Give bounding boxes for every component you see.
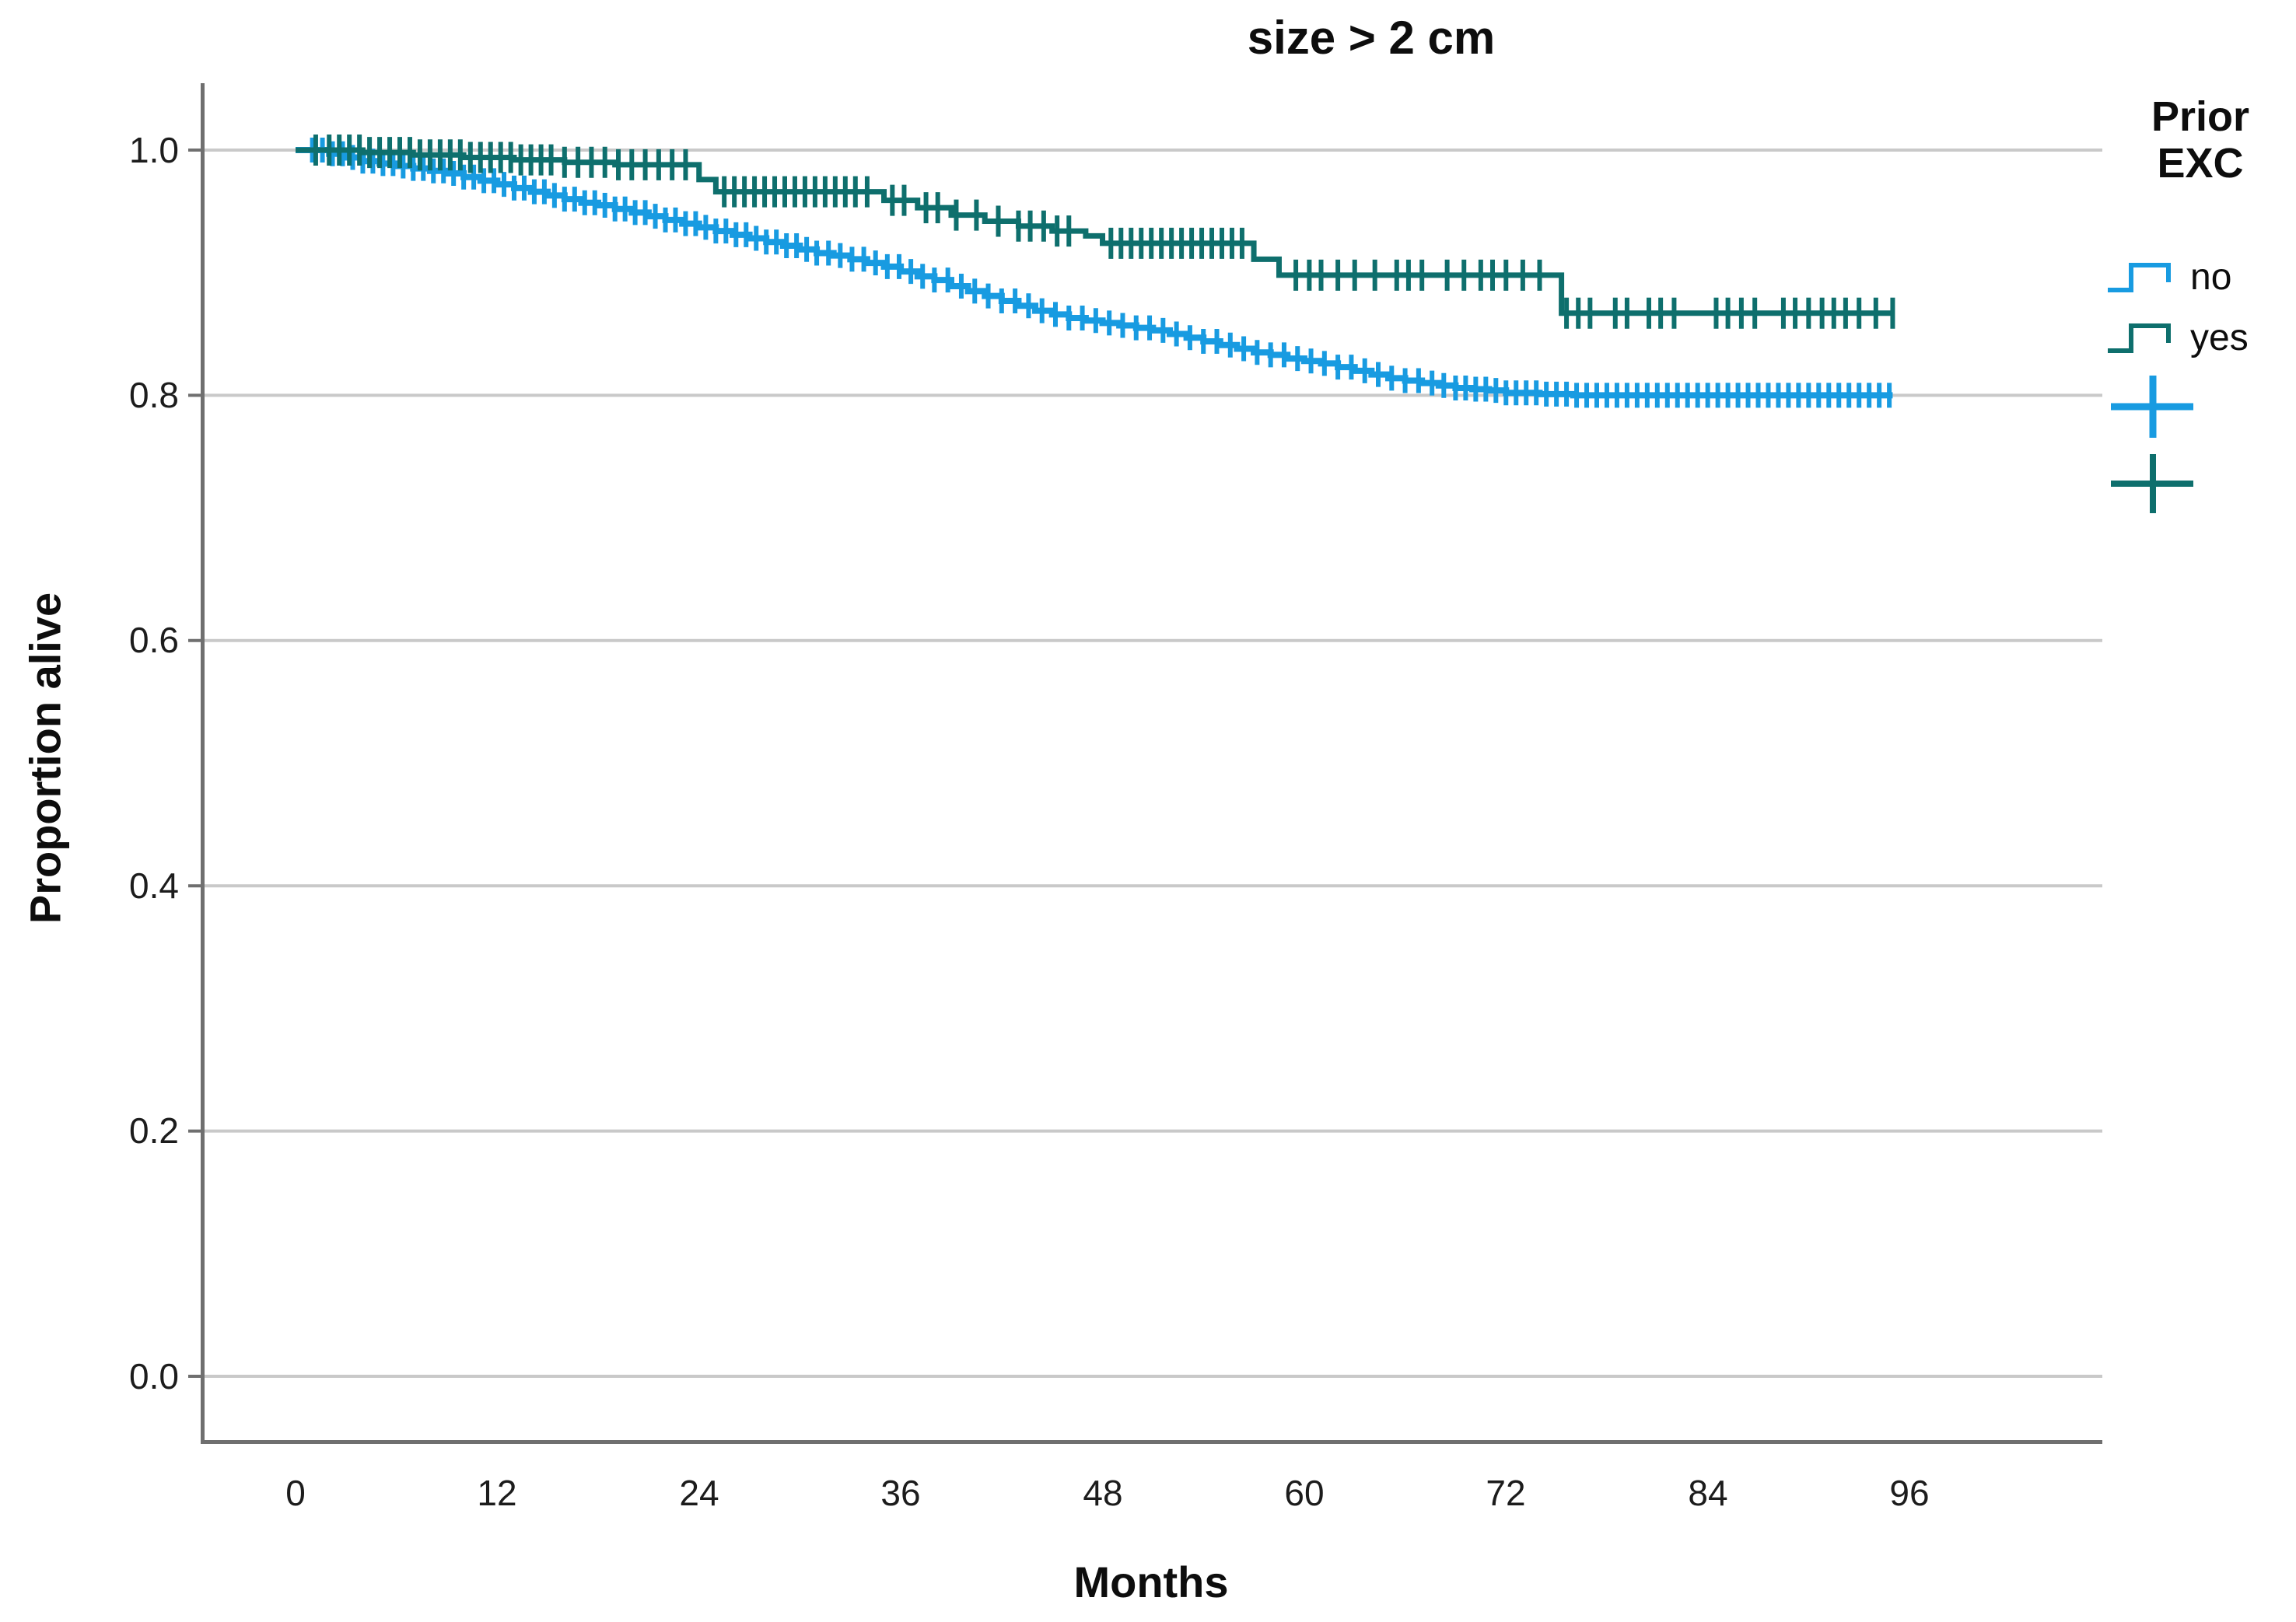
legend: Prior EXC no yes xyxy=(2105,93,2296,517)
x-tick-label: 72 xyxy=(1486,1473,1526,1513)
y-tick-label: 0.8 xyxy=(129,375,179,415)
x-tick-label: 48 xyxy=(1083,1473,1123,1513)
legend-item-no: no xyxy=(2105,253,2296,302)
x-tick-label: 0 xyxy=(285,1473,306,1513)
chart-title: size > 2 cm xyxy=(1247,12,1496,64)
x-tick-label: 84 xyxy=(1688,1473,1728,1513)
y-tick-label: 0.2 xyxy=(129,1110,179,1151)
y-axis-title: Proportion alive xyxy=(20,592,70,925)
y-tick-label: 1.0 xyxy=(129,130,179,170)
x-tick-label: 60 xyxy=(1284,1473,1325,1513)
legend-label-no: no xyxy=(2190,257,2232,299)
x-tick-label: 24 xyxy=(679,1473,719,1513)
km-plot-svg xyxy=(188,83,2102,1444)
censor-mark-icon-yes xyxy=(2111,453,2193,513)
step-line-icon xyxy=(2108,323,2171,353)
legend-title: Prior EXC xyxy=(2151,93,2250,187)
y-tick-label: 0.4 xyxy=(129,865,179,906)
km-curve-yes xyxy=(296,147,1893,316)
plot-area xyxy=(188,83,2102,1444)
legend-label-yes: yes xyxy=(2190,317,2249,359)
x-axis-title: Months xyxy=(1073,1557,1229,1606)
censor-mark-icon-no xyxy=(2111,375,2193,438)
y-tick-label: 0.0 xyxy=(129,1356,179,1397)
y-tick-label: 0.6 xyxy=(129,620,179,660)
x-tick-label: 96 xyxy=(1889,1473,1930,1513)
step-line-icon xyxy=(2108,262,2171,292)
x-tick-label: 36 xyxy=(880,1473,921,1513)
legend-item-yes: yes xyxy=(2105,313,2296,363)
x-tick-label: 12 xyxy=(477,1473,517,1513)
